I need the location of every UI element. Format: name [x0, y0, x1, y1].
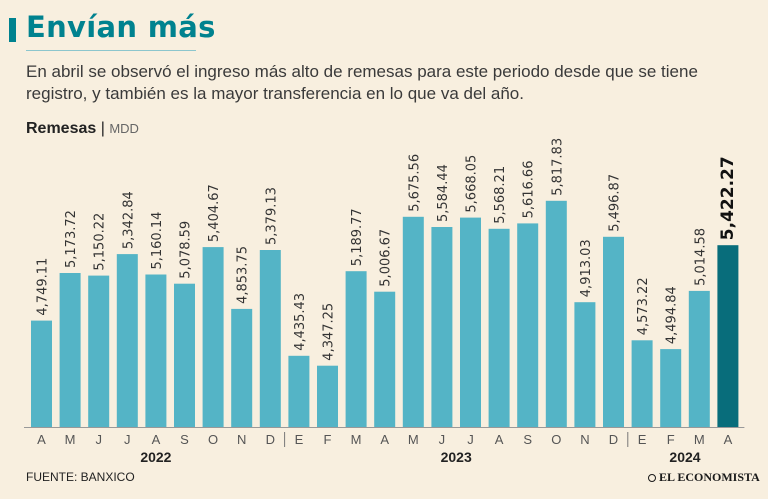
bar	[488, 228, 510, 427]
bar	[145, 274, 167, 427]
bar	[402, 216, 424, 427]
tick-label: M	[694, 432, 705, 447]
data-label: 4,853.75	[236, 246, 251, 304]
tick-label: D	[609, 432, 618, 447]
data-label: 5,189.77	[350, 208, 365, 266]
bar	[688, 290, 710, 427]
data-label: 4,573.22	[636, 277, 651, 335]
tick-label: A	[724, 432, 733, 447]
measure-label: Remesas	[26, 120, 97, 137]
tick-label: E	[638, 432, 647, 447]
measure-unit: MDD	[109, 121, 139, 136]
bar	[317, 365, 338, 427]
title-rule	[26, 50, 196, 51]
data-label: 4,494.84	[665, 286, 680, 344]
tick-label: F	[667, 432, 675, 447]
tick-label: J	[95, 432, 102, 447]
data-label: 5,568.21	[493, 166, 508, 224]
data-label: 5,616.66	[522, 161, 537, 219]
year-label: 2023	[441, 449, 472, 465]
bar	[631, 340, 653, 427]
title-accent-bar	[9, 18, 16, 42]
tick-label: J	[467, 432, 474, 447]
tick-label: M	[65, 432, 76, 447]
tick-label: A	[495, 432, 504, 447]
data-label: 5,173.72	[64, 210, 79, 268]
bar	[345, 271, 367, 427]
tick-label: A	[380, 432, 389, 447]
data-label: 5,014.58	[693, 228, 708, 286]
page-title: Envían más	[26, 10, 216, 44]
bar	[88, 275, 110, 427]
tick-label: N	[237, 432, 246, 447]
tick-label: S	[180, 432, 189, 447]
data-label: 4,347.25	[322, 303, 337, 361]
tick-label: O	[208, 432, 218, 447]
tick-label: M	[408, 432, 419, 447]
data-label: 5,006.67	[379, 229, 394, 287]
bar	[174, 283, 195, 427]
tick-label: F	[324, 432, 332, 447]
tick-label: A	[37, 432, 46, 447]
tick-label: A	[152, 432, 161, 447]
tick-label: N	[580, 432, 589, 447]
tick-label: J	[439, 432, 446, 447]
data-label: 5,675.56	[407, 154, 422, 212]
bar	[574, 302, 596, 427]
data-label: 4,749.11	[36, 258, 51, 316]
data-label: 4,913.03	[579, 239, 594, 297]
year-label: 2022	[140, 449, 171, 465]
tick-label: D	[266, 432, 275, 447]
measure-separator: |	[100, 120, 110, 137]
source-note: FUENTE: BANXICO	[26, 470, 135, 484]
bar	[660, 349, 682, 427]
tick-label: J	[124, 432, 131, 447]
data-label: 5,404.67	[207, 184, 222, 242]
tick-label: E	[295, 432, 304, 447]
data-label: 5,668.05	[465, 155, 480, 213]
data-label: 5,160.14	[150, 212, 165, 270]
data-label: 5,422.27	[718, 156, 738, 240]
brand-mark-icon	[648, 474, 656, 482]
bar	[31, 320, 52, 427]
tick-label: M	[351, 432, 362, 447]
data-label: 5,150.22	[93, 213, 108, 271]
bar	[460, 217, 481, 427]
data-label: 5,817.83	[550, 138, 565, 196]
bar	[202, 247, 224, 427]
brand-name: EL ECONOMISTA	[659, 470, 760, 484]
bar	[59, 273, 81, 427]
bar	[259, 250, 281, 427]
data-label: 5,496.87	[608, 174, 623, 232]
bar	[288, 355, 310, 427]
bar	[116, 254, 138, 427]
bar	[717, 245, 739, 427]
data-label: 5,584.44	[436, 164, 451, 222]
tick-label: O	[551, 432, 561, 447]
data-label: 5,078.59	[179, 221, 194, 279]
subtitle: En abril se observó el ingreso más alto …	[26, 62, 698, 103]
year-label: 2024	[669, 449, 700, 465]
bar	[374, 291, 396, 427]
bar	[517, 223, 539, 427]
bar	[431, 227, 453, 427]
tick-label: S	[523, 432, 532, 447]
brand-logo: EL ECONOMISTA	[648, 470, 760, 485]
data-label: 4,435.43	[293, 293, 308, 351]
bar	[545, 200, 567, 427]
bar	[231, 308, 253, 427]
data-label: 5,342.84	[121, 191, 136, 249]
measure-label-group: Remesas | MDD	[26, 120, 139, 138]
data-label: 5,379.13	[264, 187, 279, 245]
bar	[603, 236, 624, 427]
